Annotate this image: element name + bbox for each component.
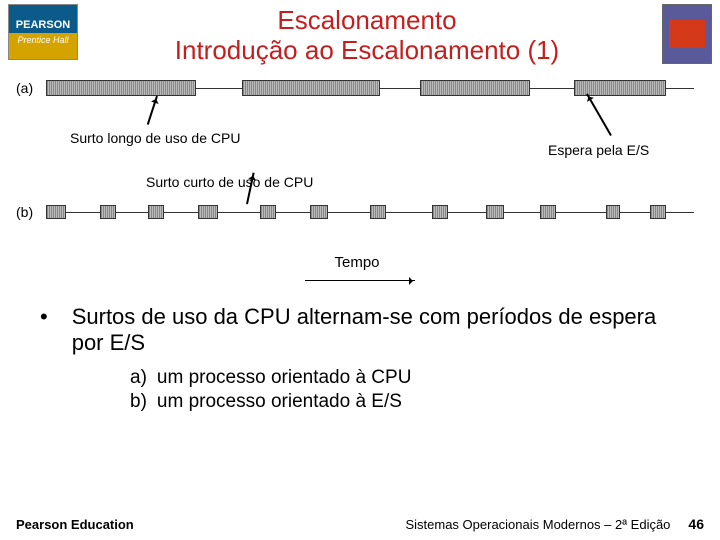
title-line-2: Introdução ao Escalonamento (1) [78, 36, 656, 66]
sub-a-text: um processo orientado à CPU [157, 366, 412, 391]
cpu-burst-b [432, 205, 448, 219]
cpu-burst-a [420, 80, 530, 96]
title-block: Escalonamento Introdução ao Escalonament… [78, 4, 656, 66]
row-b-label: (b) [16, 198, 46, 220]
bullet-dot: • [40, 304, 48, 356]
book-cover-thumb [662, 4, 712, 64]
sub-b-text: um processo orientado à E/S [157, 390, 402, 415]
cpu-burst-diagram: (a) Surto longo de uso de CPU Espera pel… [0, 66, 720, 300]
logo-pearson-text: PEARSON [9, 17, 77, 33]
tempo-arrow [305, 280, 415, 281]
row-a-label: (a) [16, 74, 46, 96]
sub-list: a) um processo orientado à CPU b) um pro… [40, 366, 680, 415]
label-short-burst: Surto curto de uso de CPU [146, 174, 313, 190]
slide-header: PEARSON Prentice Hall Escalonamento Intr… [0, 0, 720, 66]
arrow-long-burst [147, 96, 158, 125]
cpu-burst-b [148, 205, 164, 219]
footer-right: Sistemas Operacionais Modernos – 2ª Ediç… [405, 517, 670, 532]
cpu-burst-b [540, 205, 556, 219]
arrow-io-wait [586, 93, 611, 135]
cpu-burst-b [198, 205, 218, 219]
cpu-burst-b [606, 205, 620, 219]
cpu-burst-b [260, 205, 276, 219]
sub-item-b: b) um processo orientado à E/S [130, 390, 680, 415]
bullet-main: • Surtos de uso da CPU alternam-se com p… [40, 304, 680, 356]
pearson-logo: PEARSON Prentice Hall [8, 4, 78, 60]
sub-a-letter: a) [130, 366, 147, 391]
cpu-burst-b [486, 205, 504, 219]
footer-left: Pearson Education [16, 517, 134, 532]
timeline-a: Surto longo de uso de CPU Espera pela E/… [46, 74, 704, 164]
cpu-burst-b [46, 205, 66, 219]
logo-ph-text: Prentice Hall [9, 33, 77, 47]
timeline-b [46, 198, 704, 254]
cpu-burst-b [370, 205, 386, 219]
bullet-section: • Surtos de uso da CPU alternam-se com p… [0, 300, 720, 415]
page-number: 46 [688, 516, 704, 532]
label-long-burst: Surto longo de uso de CPU [70, 130, 240, 146]
cpu-burst-b [100, 205, 116, 219]
bullet-main-text: Surtos de uso da CPU alternam-se com per… [72, 304, 680, 356]
label-tempo: Tempo [334, 254, 379, 271]
book-cover-inner [669, 20, 705, 48]
cpu-burst-a [46, 80, 196, 96]
label-io-wait: Espera pela E/S [548, 142, 649, 158]
slide-footer: Pearson Education Sistemas Operacionais … [0, 516, 720, 532]
title-line-1: Escalonamento [78, 6, 656, 36]
tempo-row: Tempo [16, 254, 704, 296]
sub-b-letter: b) [130, 390, 147, 415]
sub-item-a: a) um processo orientado à CPU [130, 366, 680, 391]
cpu-burst-a [242, 80, 380, 96]
cpu-burst-b [310, 205, 328, 219]
cpu-burst-b [650, 205, 666, 219]
